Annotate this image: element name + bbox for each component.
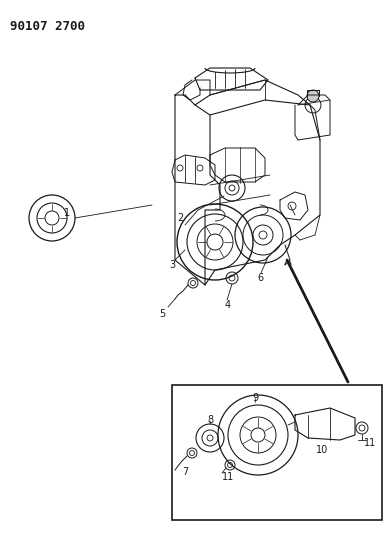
Circle shape <box>307 90 319 102</box>
Text: 3: 3 <box>169 260 175 270</box>
Bar <box>172 385 382 520</box>
Text: 2: 2 <box>177 213 183 223</box>
Text: 9: 9 <box>252 393 258 403</box>
Text: 90107 2700: 90107 2700 <box>10 20 85 33</box>
Text: 4: 4 <box>225 300 231 310</box>
Text: 11: 11 <box>364 438 376 448</box>
Text: 5: 5 <box>159 309 165 319</box>
Text: 8: 8 <box>207 415 213 425</box>
Text: 7: 7 <box>182 467 188 477</box>
Text: 1: 1 <box>64 208 70 218</box>
Text: 6: 6 <box>257 273 263 283</box>
Text: 10: 10 <box>316 445 328 455</box>
Text: 11: 11 <box>222 472 234 482</box>
